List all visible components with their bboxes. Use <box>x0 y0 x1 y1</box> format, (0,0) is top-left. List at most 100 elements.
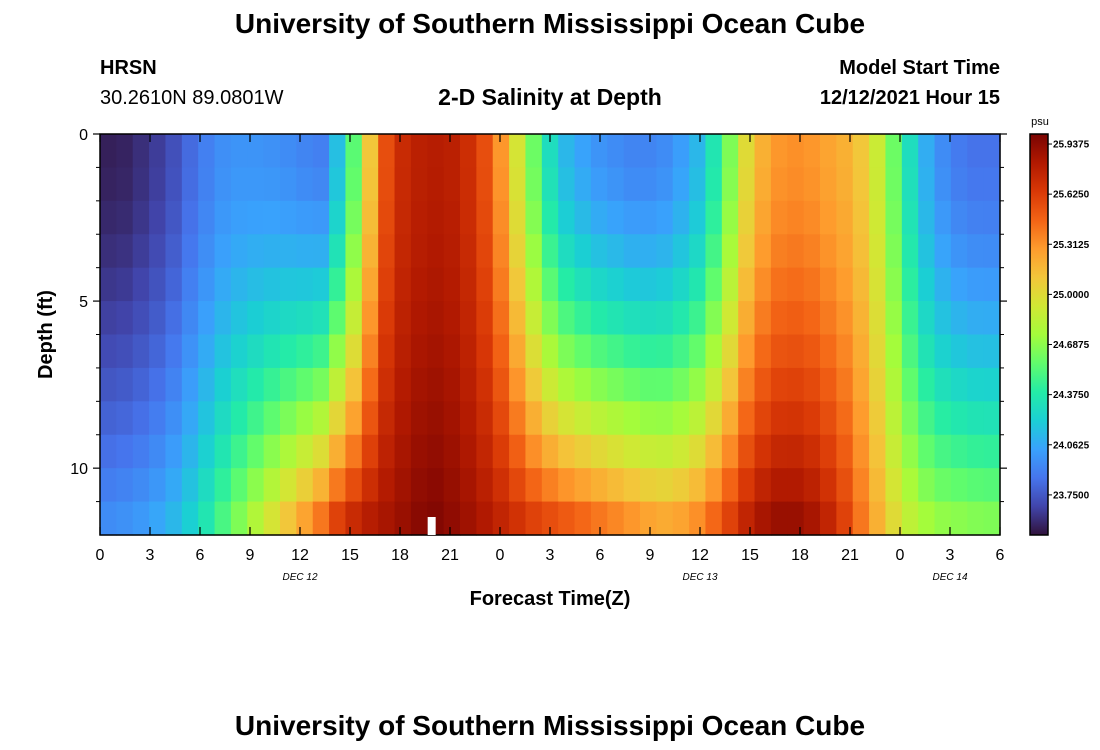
heatmap-cell <box>329 434 347 469</box>
heatmap-cell <box>770 167 788 202</box>
heatmap-cell <box>983 200 1001 235</box>
heatmap-cell <box>967 234 985 269</box>
heatmap-cell <box>820 301 837 336</box>
heatmap-cell <box>361 167 379 202</box>
heatmap-cell <box>181 468 199 503</box>
heatmap-cell <box>869 401 887 436</box>
heatmap-cell <box>934 301 952 336</box>
heatmap-cell <box>116 200 134 235</box>
heatmap-cell <box>787 501 805 536</box>
heatmap-cell <box>558 401 576 436</box>
heatmap-cell <box>803 200 821 235</box>
heatmap-cell <box>116 167 134 202</box>
heatmap-cell <box>100 267 117 302</box>
heatmap-cell <box>689 167 707 202</box>
heatmap-cell <box>885 401 903 436</box>
heatmap-cell <box>100 501 117 536</box>
heatmap-cell <box>329 134 347 169</box>
heatmap-cell <box>770 267 788 302</box>
heatmap-cell <box>541 167 559 202</box>
heatmap-cell <box>820 134 837 169</box>
heatmap-cell <box>329 401 347 436</box>
heatmap-cell <box>509 468 527 503</box>
colorbar-gradient <box>1029 133 1049 536</box>
heatmap-cell <box>656 200 674 235</box>
heatmap-cell <box>296 267 314 302</box>
heatmap-cell <box>901 434 919 469</box>
heatmap-cell <box>869 234 887 269</box>
heatmap-cell <box>705 501 723 536</box>
heatmap-cell <box>509 167 527 202</box>
heatmap-cell <box>967 367 985 402</box>
heatmap-cell <box>476 267 494 302</box>
heatmap-cell <box>198 334 216 369</box>
heatmap-cell <box>541 367 559 402</box>
heatmap-cell <box>770 434 788 469</box>
heatmap-cell <box>705 200 723 235</box>
heatmap-cell <box>181 134 199 169</box>
heatmap-cell <box>787 468 805 503</box>
heatmap-cell <box>116 367 134 402</box>
heatmap-cell <box>361 267 379 302</box>
x-tick-label: 6 <box>596 547 605 564</box>
heatmap-cell <box>721 367 739 402</box>
heatmap-cell <box>329 301 347 336</box>
heatmap-cell <box>132 401 150 436</box>
heatmap-cell <box>738 301 756 336</box>
heatmap-cell <box>787 134 805 169</box>
heatmap-cell <box>689 200 707 235</box>
heatmap-cell <box>950 501 968 536</box>
heatmap-cell <box>770 234 788 269</box>
heatmap-cell <box>705 334 723 369</box>
heatmap-cell <box>345 301 363 336</box>
heatmap-cell <box>149 200 167 235</box>
x-tick-label: 3 <box>146 547 155 564</box>
heatmap-cell <box>443 267 461 302</box>
heatmap-cell <box>689 468 707 503</box>
heatmap-cell <box>803 134 821 169</box>
heatmap-cell <box>787 167 805 202</box>
heatmap-cell <box>132 234 150 269</box>
heatmap-cell <box>738 468 756 503</box>
heatmap-cell <box>689 434 707 469</box>
heatmap-cell <box>607 234 625 269</box>
heatmap-cell <box>721 334 739 369</box>
heatmap-cell <box>247 434 265 469</box>
heatmap-cell <box>476 468 494 503</box>
heatmap-cell <box>689 234 707 269</box>
heatmap-cell <box>149 434 167 469</box>
heatmap-cell <box>329 501 347 536</box>
heatmap-cell <box>852 334 870 369</box>
heatmap-cell <box>672 468 690 503</box>
heatmap-cell <box>263 501 281 536</box>
heatmap-cell <box>950 334 968 369</box>
heatmap-cell <box>247 401 265 436</box>
heatmap-cell <box>983 334 1001 369</box>
heatmap-cell <box>656 334 674 369</box>
heatmap-cell <box>607 167 625 202</box>
heatmap-cell <box>460 134 477 169</box>
heatmap-cell <box>280 200 297 235</box>
heatmap-cell <box>754 200 772 235</box>
heatmap-cell <box>950 234 968 269</box>
heatmap-cell <box>721 434 739 469</box>
heatmap-cell <box>607 301 625 336</box>
heatmap-cell <box>754 167 772 202</box>
heatmap-cell <box>640 501 657 536</box>
heatmap-cell <box>541 234 559 269</box>
heatmap-cell <box>443 468 461 503</box>
heatmap-cell <box>230 267 248 302</box>
heatmap-cell <box>541 401 559 436</box>
heatmap-cell <box>607 501 625 536</box>
y-tick-label: 5 <box>79 294 88 311</box>
heatmap-cell <box>950 367 968 402</box>
heatmap-cell <box>869 434 887 469</box>
heatmap-cell <box>656 134 674 169</box>
heatmap-cell <box>181 167 199 202</box>
heatmap-cell <box>214 200 232 235</box>
heatmap-cell <box>214 367 232 402</box>
heatmap-cell <box>525 367 543 402</box>
heatmap-cell <box>443 401 461 436</box>
heatmap-cell <box>852 367 870 402</box>
heatmap-cell <box>181 200 199 235</box>
